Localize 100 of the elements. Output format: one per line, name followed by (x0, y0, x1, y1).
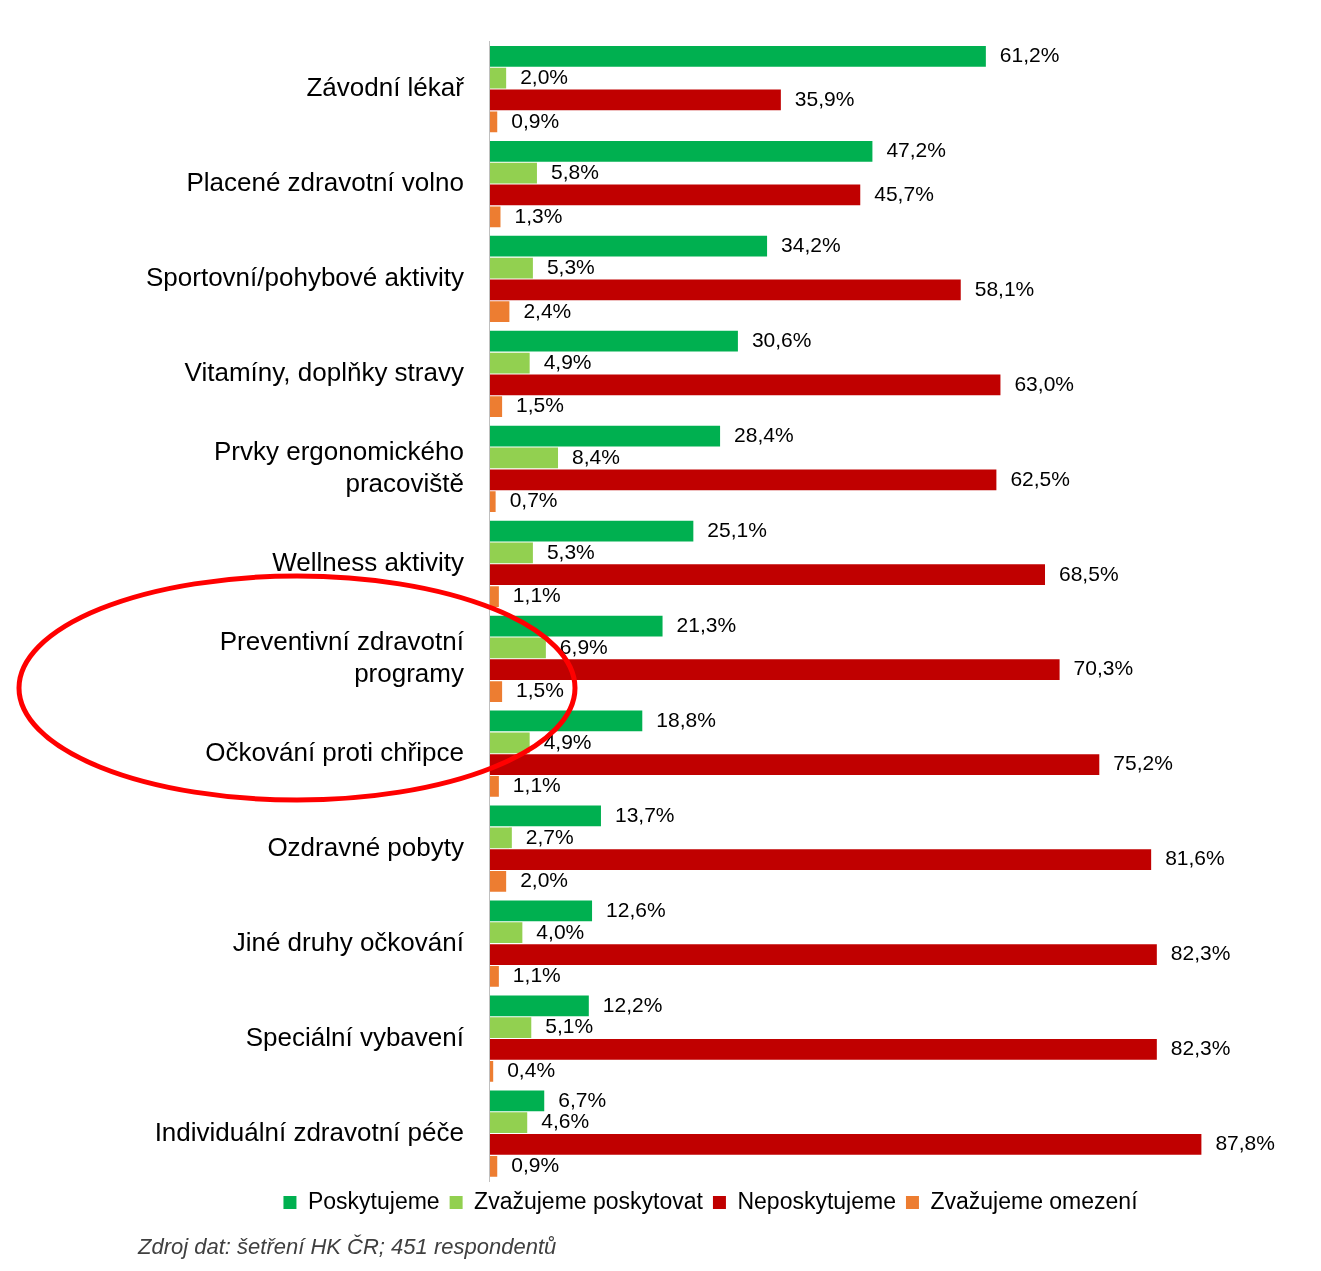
data-label: 5,3% (546, 539, 595, 563)
bar (489, 301, 510, 323)
data-label: 2,0% (520, 64, 569, 88)
data-label: 68,5% (1059, 561, 1119, 585)
bar (489, 542, 533, 564)
bar (489, 659, 1060, 681)
data-label: 18,8% (656, 707, 716, 731)
data-label: 1,3% (514, 203, 563, 227)
data-label: 63,0% (1014, 371, 1074, 395)
bar (489, 111, 498, 133)
bar (489, 754, 1100, 776)
data-label: 6,7% (558, 1087, 607, 1111)
y-tick-label: Wellness aktivity (272, 547, 464, 577)
bar (489, 162, 537, 184)
bar (489, 1134, 1202, 1155)
data-label: 58,1% (974, 276, 1035, 300)
data-label: 4,9% (543, 349, 592, 373)
data-label: 0,7% (509, 488, 558, 512)
data-label: 34,2% (781, 233, 841, 257)
bar (489, 564, 1046, 586)
y-tick-label: Individuální zdravotní péče (154, 1116, 464, 1147)
y-tick-label: Sportovní/pohybové aktivity (145, 262, 464, 293)
bar (489, 469, 997, 491)
bar (489, 944, 1157, 965)
bar (489, 637, 546, 659)
bar (489, 330, 738, 352)
y-tick-label: Preventivní zdravotní programy (219, 626, 465, 688)
bar (489, 45, 986, 67)
y-tick-label: Ozdravné pobyty (267, 831, 464, 862)
data-label: 1,1% (512, 773, 561, 797)
text: Zdroj dat: šetření HK ČR; 451 respondentů (138, 1234, 557, 1260)
bar (489, 520, 694, 542)
bar (489, 1112, 528, 1133)
bar (489, 491, 496, 513)
data-label: 0,9% (511, 1153, 560, 1177)
data-label: 6,9% (559, 634, 608, 658)
data-label: 47,2% (886, 138, 946, 162)
bar (489, 140, 873, 162)
data-label: 75,2% (1113, 751, 1173, 775)
bar (489, 827, 512, 849)
y-tick-label: Očkování proti chřipce (205, 736, 464, 767)
bar (489, 922, 523, 944)
bar (489, 900, 593, 922)
data-label: 1,1% (512, 963, 561, 987)
bar (489, 586, 499, 607)
bar (489, 1155, 498, 1177)
data-label: 1,1% (512, 583, 561, 607)
data-label: 61,2% (999, 43, 1060, 67)
data-label: 70,3% (1073, 656, 1134, 680)
data-label: 1,5% (516, 678, 564, 702)
data-label: 2,7% (525, 824, 574, 848)
bar (489, 425, 721, 447)
bar (489, 374, 1001, 396)
legend-label: Zvažujeme omezení (930, 1187, 1139, 1214)
data-label: 1,5% (516, 393, 564, 417)
bar (489, 681, 503, 702)
data-label: 35,9% (794, 86, 855, 110)
data-label: 8,4% (572, 444, 620, 468)
bar (489, 67, 507, 89)
data-label: 5,8% (550, 159, 599, 183)
y-tick-label: Speciální vybavení (245, 1021, 465, 1052)
data-label: 4,0% (536, 919, 585, 943)
y-tick-label: Placené zdravotní volno (186, 167, 464, 198)
bar (489, 206, 501, 228)
data-label: 5,3% (546, 254, 595, 278)
y-tick-label: Závodní lékař (306, 72, 466, 103)
bar (489, 995, 589, 1017)
y-tick-label: Vitamíny, doplňky stravy (184, 357, 464, 388)
bar (489, 257, 533, 279)
data-label: 0,4% (507, 1058, 556, 1082)
bar (489, 710, 643, 732)
bar (489, 776, 499, 797)
data-label: 82,3% (1170, 941, 1231, 965)
data-label: 12,6% (606, 897, 666, 921)
legend-label: Neposkytujeme (737, 1187, 896, 1214)
bar (489, 447, 559, 469)
bar (489, 1017, 532, 1039)
data-label: 62,5% (1010, 466, 1070, 490)
bar (489, 352, 530, 374)
data-label: 45,7% (874, 181, 934, 205)
bar (489, 184, 861, 206)
data-label: 13,7% (614, 802, 675, 826)
bar (489, 1039, 1157, 1060)
bar (489, 1060, 494, 1082)
bar (489, 396, 503, 418)
y-tick-label: Prvky ergonomického pracoviště (213, 436, 464, 498)
data-label: 2,0% (520, 868, 569, 892)
data-label: 82,3% (1170, 1036, 1231, 1060)
data-label: 81,6% (1165, 846, 1225, 870)
data-label: 4,6% (541, 1109, 590, 1133)
bar (489, 732, 530, 754)
bar (489, 966, 499, 987)
data-label: 4,9% (543, 729, 592, 753)
data-label: 2,4% (523, 298, 572, 322)
legend-label: Poskytujeme (307, 1187, 440, 1214)
data-label: 30,6% (751, 327, 812, 351)
bar (489, 805, 601, 827)
bar (489, 871, 507, 892)
bar (489, 279, 961, 301)
bar (489, 235, 768, 257)
